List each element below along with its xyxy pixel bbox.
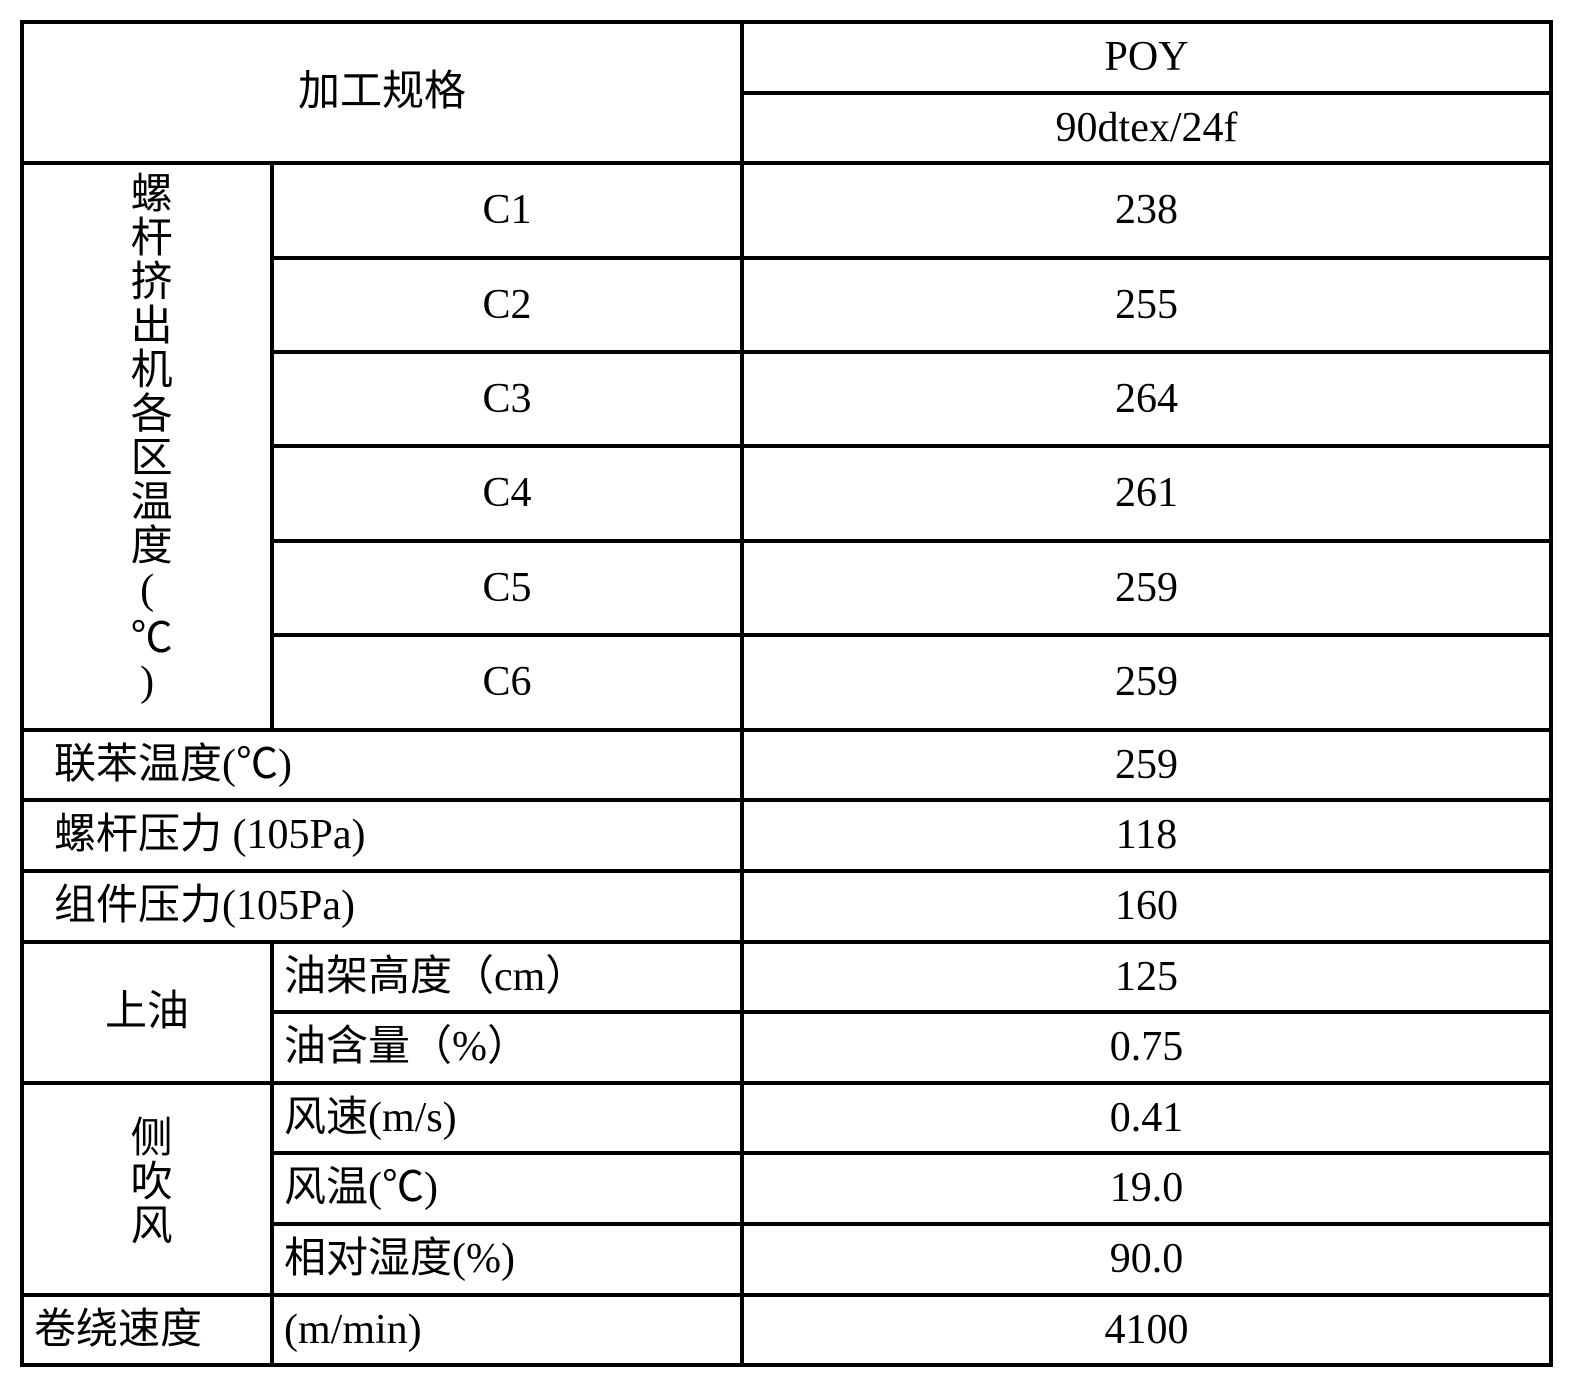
oiling-rack-height-label: 油架高度（cm）	[272, 942, 742, 1013]
wind-speed-label: 风速(m/s)	[272, 1083, 742, 1154]
extruder-zone-c2-value: 255	[742, 258, 1551, 352]
header-spec-value: 90dtex/24f	[742, 93, 1551, 164]
extruder-zone-c1-value: 238	[742, 163, 1551, 257]
wind-temp-label: 风温(℃)	[272, 1153, 742, 1224]
winding-unit: (m/min)	[272, 1295, 742, 1366]
component-pressure-value: 160	[742, 871, 1551, 942]
side-blow-group-label-text: 侧吹风	[124, 1115, 170, 1247]
extruder-zone-c4-value: 261	[742, 446, 1551, 540]
oiling-rack-height-value: 125	[742, 942, 1551, 1013]
extruder-group-label-text: 螺杆挤出机各区温度(℃)	[124, 171, 170, 707]
component-pressure-label: 组件压力(105Pa)	[22, 871, 742, 942]
process-spec-table: 加工规格 POY 90dtex/24f 螺杆挤出机各区温度(℃) C1 238 …	[20, 20, 1553, 1367]
screw-pressure-label: 螺杆压力 (105Pa)	[22, 800, 742, 871]
extruder-zone-c3-value: 264	[742, 352, 1551, 446]
extruder-zone-c3-name: C3	[272, 352, 742, 446]
extruder-zone-c5-value: 259	[742, 541, 1551, 635]
header-poy: POY	[742, 22, 1551, 93]
extruder-zone-c6-name: C6	[272, 635, 742, 729]
biphenyl-label: 联苯温度(℃)	[22, 730, 742, 801]
humidity-label: 相对湿度(%)	[272, 1224, 742, 1295]
extruder-group-label: 螺杆挤出机各区温度(℃)	[22, 163, 272, 730]
side-blow-group-label: 侧吹风	[22, 1083, 272, 1295]
oiling-content-value: 0.75	[742, 1012, 1551, 1083]
oiling-content-label: 油含量（%）	[272, 1012, 742, 1083]
extruder-zone-c2-name: C2	[272, 258, 742, 352]
biphenyl-value: 259	[742, 730, 1551, 801]
winding-value: 4100	[742, 1295, 1551, 1366]
wind-temp-value: 19.0	[742, 1153, 1551, 1224]
humidity-value: 90.0	[742, 1224, 1551, 1295]
screw-pressure-value: 118	[742, 800, 1551, 871]
winding-label: 卷绕速度	[22, 1295, 272, 1366]
extruder-zone-c1-name: C1	[272, 163, 742, 257]
wind-speed-value: 0.41	[742, 1083, 1551, 1154]
oiling-group-label: 上油	[22, 942, 272, 1083]
extruder-zone-c4-name: C4	[272, 446, 742, 540]
extruder-zone-c6-value: 259	[742, 635, 1551, 729]
header-spec-label: 加工规格	[22, 22, 742, 163]
extruder-zone-c5-name: C5	[272, 541, 742, 635]
